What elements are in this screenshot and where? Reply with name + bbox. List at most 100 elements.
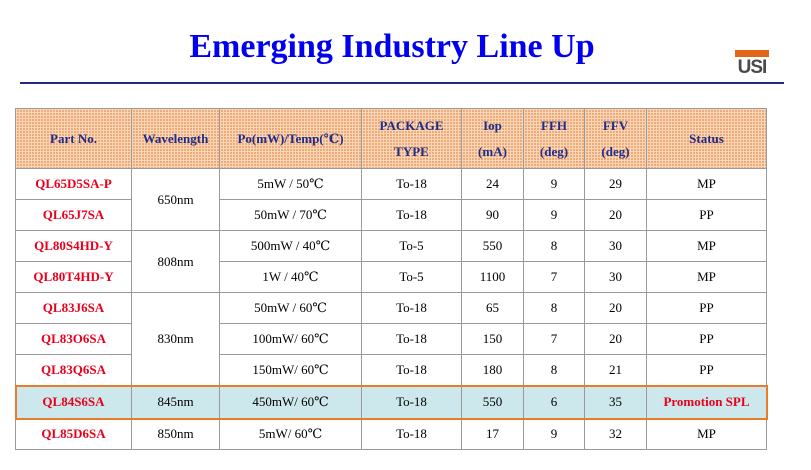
ffh-cell: 8 [523, 354, 585, 386]
ffh-cell: 7 [523, 323, 585, 355]
status-cell: MP [646, 418, 767, 450]
header-po-temp: Po(mW)/Temp(℃) [219, 108, 362, 169]
header-ffv-line1: FFV [602, 117, 629, 133]
part-no-cell: QL65D5SA-P [15, 168, 132, 200]
ffh-cell: 9 [523, 418, 585, 450]
iop-cell: 150 [461, 323, 524, 355]
iop-cell: 550 [461, 385, 524, 419]
header-part-no: Part No. [15, 108, 132, 169]
status-cell: MP [646, 168, 767, 200]
package-cell: To-5 [361, 230, 462, 262]
status-cell: PP [646, 199, 767, 231]
part-no-cell: QL85D6SA [15, 418, 132, 450]
logo-accent-bar [735, 50, 769, 57]
status-cell: PP [646, 354, 767, 386]
wavelength-cell: 845nm [131, 385, 220, 419]
iop-cell: 24 [461, 168, 524, 200]
ffv-cell: 35 [584, 385, 647, 419]
part-no-cell: QL84S6SA [15, 385, 132, 419]
header-ffh: FFH (deg) [523, 108, 585, 169]
ffv-cell: 32 [584, 418, 647, 450]
header-package-line1: PACKAGE [379, 117, 444, 133]
ffh-cell: 9 [523, 168, 585, 200]
table-row: QL83J6SA 830nm 50mW / 60℃ To-18 65 8 20 … [15, 292, 767, 386]
package-cell: To-18 [361, 168, 462, 200]
page-title: Emerging Industry Line Up [189, 28, 595, 65]
status-cell: PP [646, 323, 767, 355]
package-cell: To-18 [361, 418, 462, 450]
po-temp-cell: 5mW/ 60℃ [219, 418, 362, 450]
package-cell: To-18 [361, 385, 462, 419]
ffv-cell: 30 [584, 261, 647, 293]
ffv-cell: 30 [584, 230, 647, 262]
status-cell: Promotion SPL [646, 385, 767, 419]
iop-cell: 550 [461, 230, 524, 262]
part-no-cell: QL83O6SA [15, 323, 132, 355]
status-cell: MP [646, 261, 767, 293]
package-cell: To-18 [361, 323, 462, 355]
iop-cell: 1100 [461, 261, 524, 293]
part-no-cell: QL83J6SA [15, 292, 132, 324]
package-cell: To-5 [361, 261, 462, 293]
wavelength-cell: 830nm [131, 292, 220, 386]
iop-cell: 180 [461, 354, 524, 386]
table-header-row: Part No. Wavelength Po(mW)/Temp(℃) PACKA… [15, 108, 767, 169]
header-ffh-line1: FFH [541, 117, 567, 133]
po-temp-cell: 150mW/ 60℃ [219, 354, 362, 386]
header-ffh-line2: (deg) [539, 143, 569, 159]
header-ffv: FFV (deg) [584, 108, 647, 169]
iop-cell: 17 [461, 418, 524, 450]
usi-logo: USI [735, 50, 769, 78]
table-row: QL80S4HD-Y 808nm 500mW / 40℃ To-5 550 8 … [15, 230, 767, 293]
table-row: QL83Q6SA 150mW/ 60℃ To-18 180 8 21 PP [15, 354, 767, 386]
logo-text: USI [737, 57, 768, 78]
table-row: QL80T4HD-Y 1W / 40℃ To-5 1100 7 30 MP [15, 261, 767, 293]
table-row: QL65D5SA-P 650nm 5mW / 50℃ To-18 24 9 29… [15, 168, 767, 231]
ffv-cell: 20 [584, 292, 647, 324]
header-status: Status [646, 108, 767, 169]
part-no-cell: QL65J7SA [15, 199, 132, 231]
header-package: PACKAGE TYPE [361, 108, 462, 169]
title-divider [20, 82, 784, 84]
po-temp-cell: 100mW/ 60℃ [219, 323, 362, 355]
product-lineup-table: Part No. Wavelength Po(mW)/Temp(℃) PACKA… [14, 108, 768, 450]
ffh-cell: 6 [523, 385, 585, 419]
table-row: QL65J7SA 50mW / 70℃ To-18 90 9 20 PP [15, 199, 767, 231]
package-cell: To-18 [361, 354, 462, 386]
ffh-cell: 8 [523, 230, 585, 262]
po-temp-cell: 50mW / 70℃ [219, 199, 362, 231]
wavelength-cell: 808nm [131, 230, 220, 293]
iop-cell: 65 [461, 292, 524, 324]
table-row: QL85D6SA 850nm 5mW/ 60℃ To-18 17 9 32 MP [15, 418, 767, 450]
package-cell: To-18 [361, 292, 462, 324]
ffv-cell: 20 [584, 199, 647, 231]
po-temp-cell: 500mW / 40℃ [219, 230, 362, 262]
status-cell: MP [646, 230, 767, 262]
table-row-highlighted: QL84S6SA 845nm 450mW/ 60℃ To-18 550 6 35… [14, 384, 768, 420]
header-iop: Iop (mA) [461, 108, 524, 169]
status-cell: PP [646, 292, 767, 324]
po-temp-cell: 5mW / 50℃ [219, 168, 362, 200]
package-cell: To-18 [361, 199, 462, 231]
ffh-cell: 8 [523, 292, 585, 324]
wavelength-cell: 650nm [131, 168, 220, 231]
iop-cell: 90 [461, 199, 524, 231]
ffv-cell: 20 [584, 323, 647, 355]
ffv-cell: 21 [584, 354, 647, 386]
table-row: QL83O6SA 100mW/ 60℃ To-18 150 7 20 PP [15, 323, 767, 355]
wavelength-cell: 850nm [131, 418, 220, 450]
ffh-cell: 7 [523, 261, 585, 293]
po-temp-cell: 450mW/ 60℃ [219, 385, 362, 419]
ffh-cell: 9 [523, 199, 585, 231]
part-no-cell: QL83Q6SA [15, 354, 132, 386]
part-no-cell: QL80S4HD-Y [15, 230, 132, 262]
header-ffv-line2: (deg) [601, 143, 630, 159]
header-iop-line1: Iop [483, 117, 502, 133]
po-temp-cell: 1W / 40℃ [219, 261, 362, 293]
header-wavelength: Wavelength [131, 108, 220, 169]
header-iop-line2: (mA) [478, 143, 507, 159]
part-no-cell: QL80T4HD-Y [15, 261, 132, 293]
ffv-cell: 29 [584, 168, 647, 200]
header-package-line2: TYPE [394, 143, 429, 159]
po-temp-cell: 50mW / 60℃ [219, 292, 362, 324]
